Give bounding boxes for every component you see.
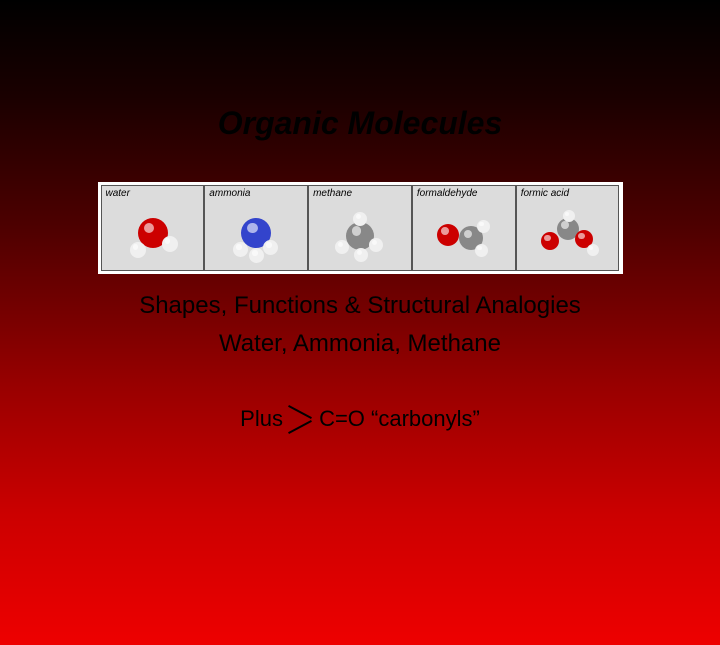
ammonia-diagram xyxy=(205,204,307,270)
atom-oxygen xyxy=(437,224,459,246)
molecule-label: formaldehyde xyxy=(417,188,478,199)
carbonyl-text: C=O “carbonyls” xyxy=(319,406,480,431)
molecule-cell-ammonia: ammonia xyxy=(204,185,308,271)
atom-hydrogen xyxy=(353,212,367,226)
molecule-label: formic acid xyxy=(521,188,569,199)
bond-wedge-icon xyxy=(288,405,312,419)
molecule-cell-methane: methane xyxy=(308,185,412,271)
molecule-panel: water ammonia methane formaldehyde xyxy=(98,182,623,274)
atom-hydrogen xyxy=(249,248,264,263)
plus-line: Plus C=O “carbonyls” xyxy=(0,406,720,432)
bond-wedge-icon xyxy=(288,420,312,434)
atom-hydrogen xyxy=(130,242,146,258)
subtitle-line-1: Shapes, Functions & Structural Analogies xyxy=(0,292,720,320)
atom-hydrogen xyxy=(335,240,349,254)
plus-label: Plus xyxy=(240,406,283,432)
atom-oxygen xyxy=(541,232,559,250)
atom-hydrogen xyxy=(475,244,488,257)
atom-hydrogen xyxy=(587,244,599,256)
formic-acid-diagram xyxy=(517,204,619,270)
atom-hydrogen xyxy=(354,248,368,262)
molecule-cell-water: water xyxy=(101,185,205,271)
atom-hydrogen xyxy=(477,220,490,233)
subtitle-line-2: Water, Ammonia, Methane xyxy=(0,330,720,358)
atom-hydrogen xyxy=(563,210,575,222)
atom-hydrogen xyxy=(162,236,178,252)
methane-diagram xyxy=(309,204,411,270)
water-diagram xyxy=(102,204,204,270)
molecule-cell-formic-acid: formic acid xyxy=(516,185,620,271)
slide-title: Organic Molecules xyxy=(0,105,720,142)
atom-hydrogen xyxy=(369,238,383,252)
molecule-cell-formaldehyde: formaldehyde xyxy=(412,185,516,271)
atom-hydrogen xyxy=(233,242,248,257)
molecule-label: ammonia xyxy=(209,188,250,199)
carbonyl-structure: C=O “carbonyls” xyxy=(289,406,480,432)
atom-hydrogen xyxy=(263,240,278,255)
formaldehyde-diagram xyxy=(413,204,515,270)
molecule-label: water xyxy=(106,188,130,199)
molecule-label: methane xyxy=(313,188,352,199)
